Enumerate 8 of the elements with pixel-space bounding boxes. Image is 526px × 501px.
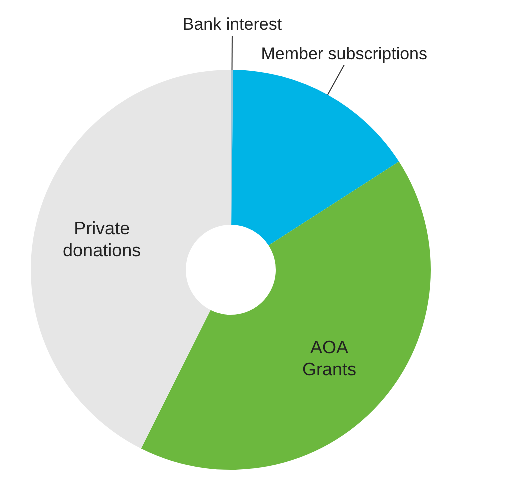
- slice-label: Bank interest: [182, 15, 282, 34]
- slice-label: Private donations: [63, 218, 142, 260]
- donut-slice: [232, 70, 400, 246]
- slice-label: Member subscriptions: [261, 44, 428, 64]
- slice-label: AOA Grants: [302, 338, 357, 380]
- donut-slice: [31, 70, 231, 449]
- donut-slice: [231, 70, 234, 226]
- donut-slice: [141, 162, 431, 470]
